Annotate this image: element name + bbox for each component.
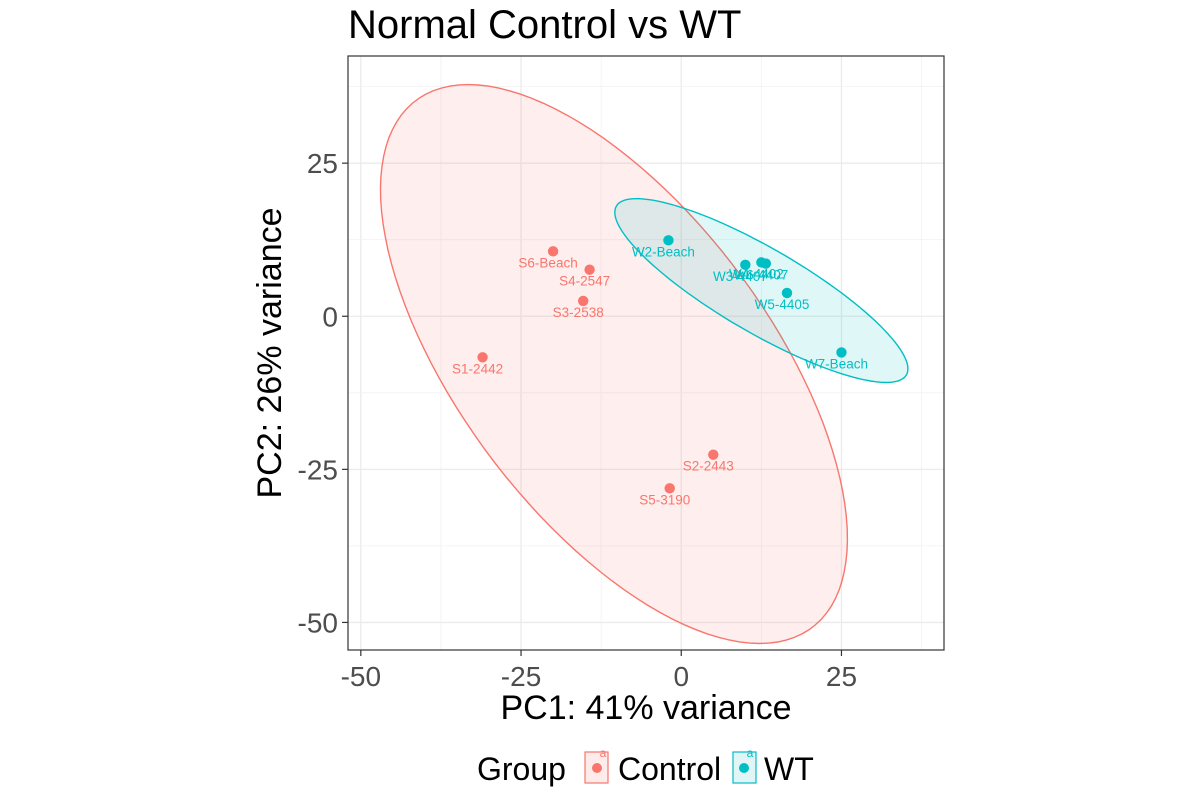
- point-label-s5-3190: S5-3190: [639, 492, 690, 507]
- point-label-w5-4405: W5-4405: [755, 297, 810, 312]
- legend-key-control: a: [584, 746, 609, 784]
- point-label-w3-4407: W3-4407: [713, 269, 768, 284]
- point-label-s3-2538: S3-2538: [553, 305, 604, 320]
- point-label-w4-4402: W4-4402: [729, 266, 784, 281]
- point-labels: S1-2442 S2-2443 S3-2538 S4-2547 S5-3190 S6-Be…: [452, 244, 868, 507]
- legend-key-wt: a: [732, 746, 757, 784]
- ellipse-control: [379, 83, 849, 645]
- plot-border: [347, 55, 945, 651]
- ellipse-wt: [614, 197, 909, 384]
- legend-key-wt-text: a: [747, 746, 754, 760]
- y-tick-label: -25: [298, 454, 338, 485]
- x-tick-label: -50: [341, 661, 381, 692]
- point-label-s1-2442: S1-2442: [452, 361, 503, 376]
- legend-label-wt: WT: [764, 751, 814, 787]
- point-s4-2547: [584, 264, 595, 275]
- point-label-w6-4407: W6-4407: [733, 268, 788, 283]
- x-tick-label: -25: [501, 661, 541, 692]
- chart-title: Normal Control vs WT: [348, 3, 741, 47]
- point-s5-3190: [664, 483, 675, 494]
- point-s2-2443: [708, 449, 719, 460]
- confidence-ellipses: [379, 83, 909, 645]
- point-label-s4-2547: S4-2547: [559, 274, 610, 289]
- x-tick-label: 0: [673, 661, 689, 692]
- point-w6-4407: [760, 258, 772, 269]
- x-axis-title: PC1: 41% variance: [500, 689, 791, 727]
- y-tick-label: -50: [298, 607, 338, 638]
- data-points: [477, 235, 847, 494]
- point-label-w2-beach: W2-Beach: [632, 244, 695, 259]
- y-tick-label: 25: [307, 148, 338, 179]
- y-axis-title: PC2: 26% variance: [251, 207, 289, 498]
- point-label-s6-beach: S6-Beach: [518, 255, 577, 270]
- y-tick-label: 0: [322, 301, 338, 332]
- point-w7-beach: [836, 347, 847, 358]
- legend-key-control-text: a: [600, 746, 607, 760]
- x-tick-label: 25: [826, 661, 857, 692]
- legend: Group a Control a WT: [477, 746, 814, 787]
- point-w2-beach: [663, 235, 674, 246]
- point-w5-4405: [781, 287, 793, 299]
- legend-label-control: Control: [618, 751, 721, 787]
- point-s6-beach: [547, 246, 559, 257]
- legend-title: Group: [477, 751, 566, 787]
- grid-lines: [348, 56, 944, 650]
- point-label-s2-2443: S2-2443: [683, 459, 734, 474]
- axis-ticks: -50 -25 0 25 -50 -25 0 25: [298, 148, 858, 692]
- point-w3-4407: [740, 259, 751, 271]
- point-s3-2538: [577, 295, 589, 307]
- point-s1-2442: [477, 352, 488, 363]
- point-label-w7-beach: W7-Beach: [805, 356, 868, 371]
